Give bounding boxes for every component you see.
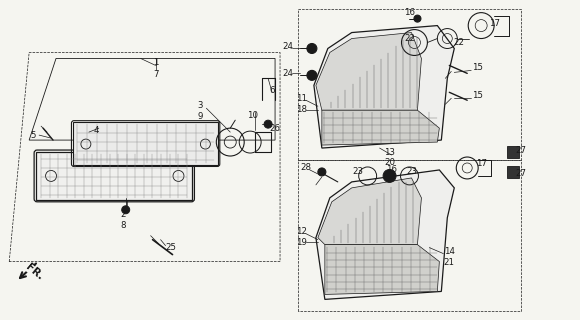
Text: 17: 17	[476, 159, 487, 169]
Circle shape	[318, 168, 326, 176]
Circle shape	[307, 44, 317, 53]
Polygon shape	[316, 33, 422, 110]
Circle shape	[383, 170, 396, 182]
Polygon shape	[325, 244, 439, 294]
Circle shape	[414, 15, 421, 22]
Text: 22: 22	[404, 34, 415, 43]
Text: 20: 20	[384, 158, 395, 167]
Text: 28: 28	[300, 164, 311, 172]
Text: 10: 10	[246, 111, 258, 120]
Text: 7: 7	[153, 70, 158, 79]
Text: 3: 3	[198, 101, 203, 110]
Text: 25: 25	[165, 243, 176, 252]
Text: 19: 19	[296, 238, 307, 247]
Polygon shape	[507, 166, 519, 178]
Text: 23: 23	[352, 167, 363, 176]
Polygon shape	[314, 26, 454, 148]
Circle shape	[307, 70, 317, 80]
Text: 4: 4	[93, 126, 99, 135]
Polygon shape	[507, 146, 519, 158]
Polygon shape	[36, 152, 193, 200]
Text: 27: 27	[516, 146, 527, 155]
Text: 9: 9	[198, 112, 203, 121]
Polygon shape	[316, 170, 454, 300]
Text: 15: 15	[472, 91, 483, 100]
Text: 11: 11	[296, 94, 307, 103]
Text: 21: 21	[444, 258, 455, 267]
Text: 15: 15	[472, 63, 483, 72]
Text: 24: 24	[282, 69, 293, 78]
Polygon shape	[322, 110, 439, 145]
Circle shape	[264, 120, 272, 128]
Circle shape	[122, 206, 130, 214]
Text: 16: 16	[404, 8, 415, 17]
Text: 1: 1	[153, 58, 158, 67]
Text: 12: 12	[296, 227, 307, 236]
Text: FR.: FR.	[23, 261, 45, 282]
Text: 5: 5	[30, 131, 36, 140]
Polygon shape	[73, 122, 218, 165]
Text: 22: 22	[454, 38, 465, 47]
Text: 18: 18	[296, 105, 307, 114]
Text: 2: 2	[120, 210, 125, 219]
Text: 24: 24	[282, 42, 293, 51]
Text: 8: 8	[120, 221, 125, 230]
Polygon shape	[318, 178, 422, 244]
Text: 17: 17	[488, 19, 499, 28]
Text: 14: 14	[444, 247, 455, 256]
Text: 26: 26	[270, 124, 281, 132]
Text: 27: 27	[516, 169, 527, 179]
Text: 23: 23	[406, 167, 417, 176]
Text: 6: 6	[269, 86, 275, 95]
Text: 16: 16	[386, 165, 397, 174]
Text: 13: 13	[384, 148, 395, 156]
